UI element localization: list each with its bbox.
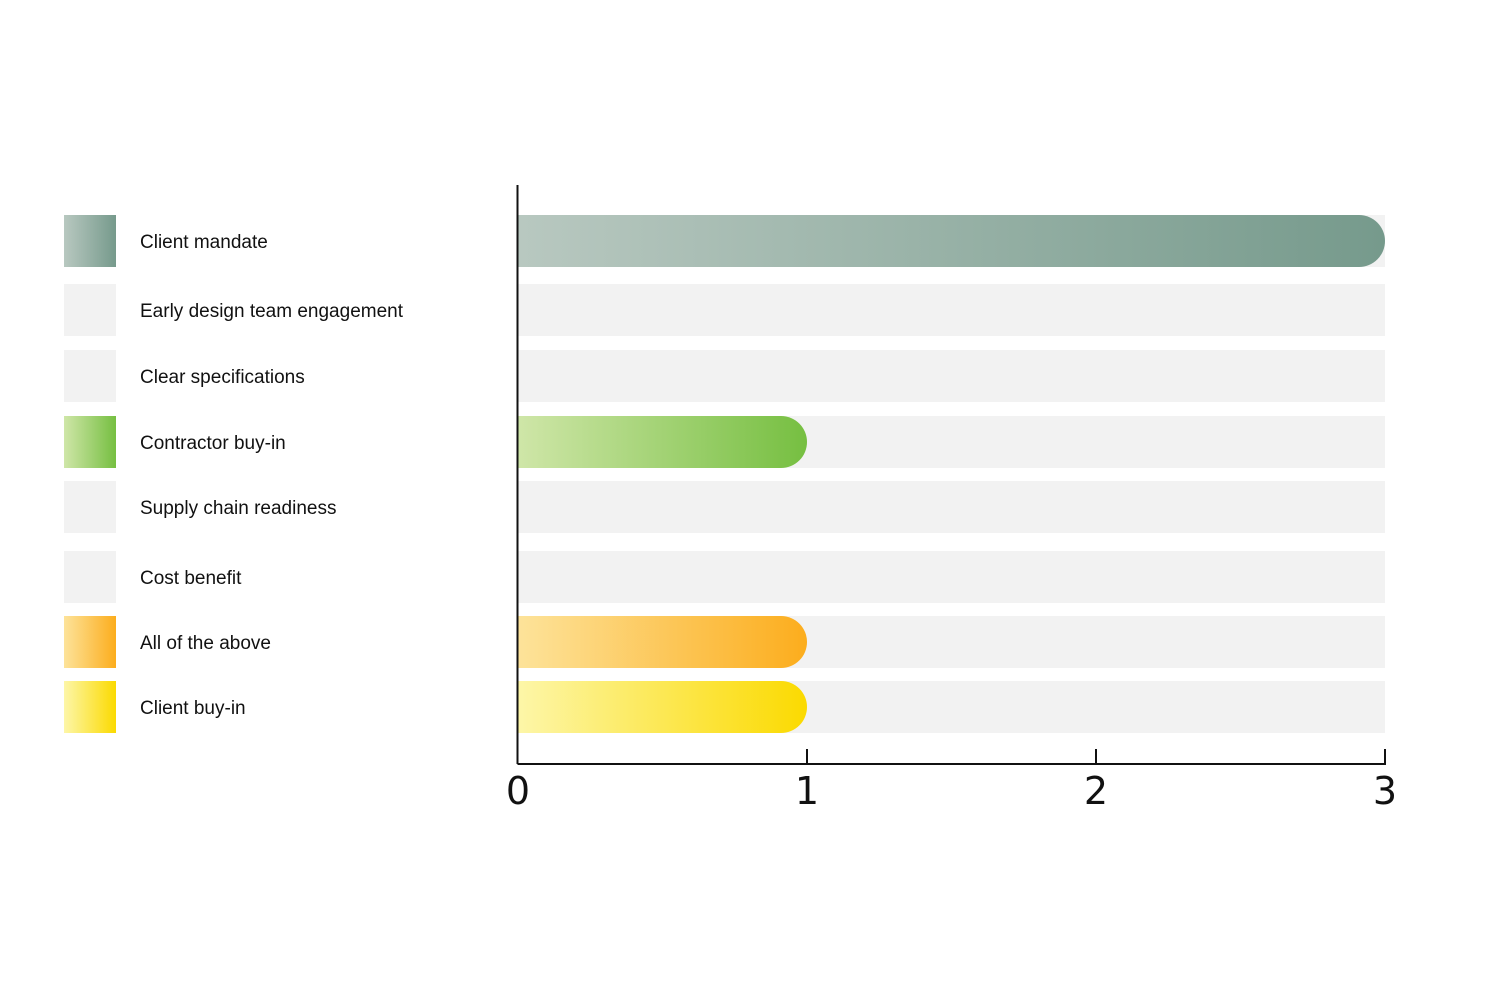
bar-track-cost-benefit	[518, 551, 1385, 603]
legend-label-all-of-the-above: All of the above	[140, 633, 271, 654]
bar-client-mandate	[518, 215, 1385, 267]
legend: Client mandate Early design team engageme…	[64, 215, 404, 733]
legend-swatch-cost-benefit	[64, 551, 116, 603]
legend-swatch-client-buy-in	[64, 681, 116, 733]
legend-label-supply-chain-readiness: Supply chain readiness	[140, 498, 336, 519]
legend-label-early-design-team-engagement: Early design team engagement	[140, 301, 404, 322]
x-tick-label-1: 1	[795, 769, 819, 813]
bar-client-buy-in	[518, 681, 807, 733]
legend-swatch-early-design-team-engagement	[64, 284, 116, 336]
legend-swatch-contractor-buy-in	[64, 416, 116, 468]
bar-contractor-buy-in	[518, 416, 807, 468]
axes: 0 1 2 3	[506, 185, 1397, 813]
legend-swatch-client-mandate	[64, 215, 116, 267]
bar-track-supply-chain-readiness	[518, 481, 1385, 533]
bar-track-clear-specifications	[518, 350, 1385, 402]
legend-swatch-supply-chain-readiness	[64, 481, 116, 533]
legend-label-client-mandate: Client mandate	[140, 232, 268, 253]
bar-all-of-the-above	[518, 616, 807, 668]
legend-swatch-all-of-the-above	[64, 616, 116, 668]
bar-track-early-design-team-engagement	[518, 284, 1385, 336]
legend-label-client-buy-in: Client buy-in	[140, 698, 246, 719]
legend-label-contractor-buy-in: Contractor buy-in	[140, 433, 286, 454]
legend-label-clear-specifications: Clear specifications	[140, 367, 305, 388]
x-tick-label-3: 3	[1373, 769, 1397, 813]
x-tick-label-2: 2	[1084, 769, 1108, 813]
x-tick-label-0: 0	[506, 769, 530, 813]
bars	[518, 215, 1385, 733]
legend-label-cost-benefit: Cost benefit	[140, 568, 242, 589]
legend-swatch-clear-specifications	[64, 350, 116, 402]
